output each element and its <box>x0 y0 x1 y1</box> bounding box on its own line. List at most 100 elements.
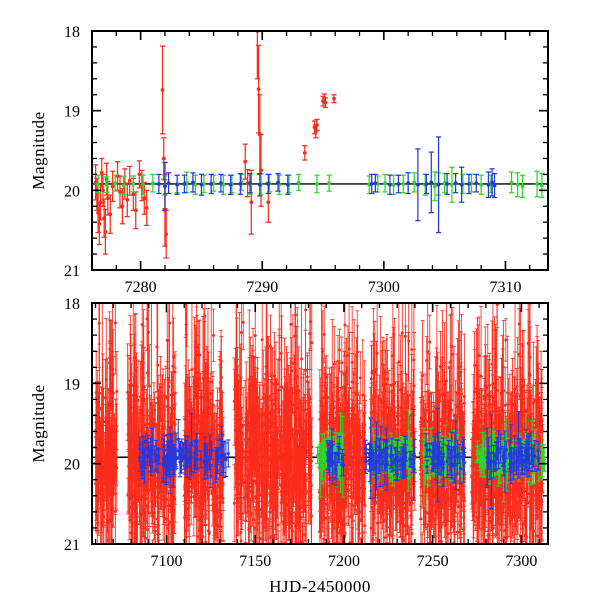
data-point <box>130 569 133 572</box>
data-point <box>308 332 312 336</box>
data-point <box>191 180 195 185</box>
data-point <box>129 440 133 444</box>
data-point <box>219 376 223 380</box>
data-point <box>128 463 132 467</box>
ytick-label: 18 <box>64 24 80 41</box>
data-point <box>141 182 145 187</box>
data-point <box>131 192 136 197</box>
data-point <box>121 183 126 188</box>
data-point <box>115 389 119 393</box>
data-point <box>295 566 298 569</box>
data-point <box>256 87 261 92</box>
data-point <box>327 181 332 186</box>
data-point <box>304 308 308 312</box>
data-point <box>147 330 151 334</box>
data-point <box>257 182 262 187</box>
data-point <box>108 519 112 523</box>
data-point <box>138 513 142 517</box>
data-point <box>182 182 187 186</box>
data-point <box>293 564 296 567</box>
xtick-label: 7290 <box>246 279 278 296</box>
data-point <box>259 168 263 173</box>
data-point <box>215 433 219 437</box>
data-point <box>467 182 471 186</box>
data-point <box>509 180 514 185</box>
data-point <box>97 297 100 300</box>
data-point <box>163 184 167 189</box>
data-point <box>315 182 319 186</box>
data-point <box>139 556 142 559</box>
data-point <box>221 501 225 505</box>
data-point <box>192 495 196 499</box>
data-point <box>106 436 110 440</box>
data-point <box>172 507 176 511</box>
data-point <box>184 384 188 388</box>
data-point <box>289 322 293 326</box>
data-point <box>369 182 374 186</box>
data-point <box>291 529 295 533</box>
data-point <box>103 229 108 234</box>
data-point <box>98 200 103 205</box>
data-point <box>118 190 122 194</box>
data-point <box>185 507 189 511</box>
data-point <box>436 182 441 187</box>
data-point <box>201 515 205 519</box>
data-point <box>97 321 101 325</box>
data-point <box>147 384 151 388</box>
ytick-label: 20 <box>64 183 80 200</box>
data-point <box>515 182 520 187</box>
data-point <box>304 368 308 372</box>
data-point <box>156 182 161 186</box>
data-point <box>204 552 207 555</box>
data-point <box>192 379 196 383</box>
data-point <box>100 561 103 564</box>
data-point <box>391 182 396 187</box>
data-point <box>156 363 160 367</box>
data-point <box>228 182 233 187</box>
data-point <box>332 96 336 101</box>
data-point <box>204 488 208 492</box>
data-point <box>113 441 117 445</box>
ytick-label: 21 <box>64 263 80 280</box>
data-point <box>315 123 319 127</box>
data-point <box>100 460 104 464</box>
data-point <box>110 350 114 354</box>
data-point <box>266 182 271 186</box>
data-point <box>190 368 194 372</box>
data-point <box>103 447 107 451</box>
data-point <box>247 549 250 552</box>
xtick-label: 7310 <box>489 279 521 296</box>
data-point <box>279 453 283 457</box>
data-point <box>429 180 434 185</box>
data-point <box>106 472 110 476</box>
data-point <box>201 452 205 456</box>
data-point <box>145 317 149 321</box>
data-point <box>453 181 458 186</box>
data-point <box>245 441 249 445</box>
data-point <box>540 183 544 188</box>
data-point <box>153 493 157 497</box>
data-point <box>98 492 102 496</box>
data-point <box>243 457 247 461</box>
data-point <box>276 180 280 185</box>
data-point <box>140 322 144 326</box>
data-point <box>199 182 204 187</box>
data-point <box>276 523 280 527</box>
data-point <box>137 172 142 177</box>
data-point <box>142 196 147 201</box>
data-point <box>305 568 308 571</box>
data-point <box>258 413 262 417</box>
data-point <box>492 183 497 188</box>
series-blue-band <box>156 136 498 234</box>
data-layer-top <box>92 31 548 259</box>
data-point <box>211 416 215 420</box>
data-point <box>111 429 115 433</box>
data-point <box>215 523 219 527</box>
data-point <box>474 181 479 186</box>
data-point <box>143 514 147 518</box>
data-point <box>273 553 276 556</box>
data-point <box>110 184 115 189</box>
data-point <box>101 188 105 193</box>
data-point <box>99 170 104 175</box>
